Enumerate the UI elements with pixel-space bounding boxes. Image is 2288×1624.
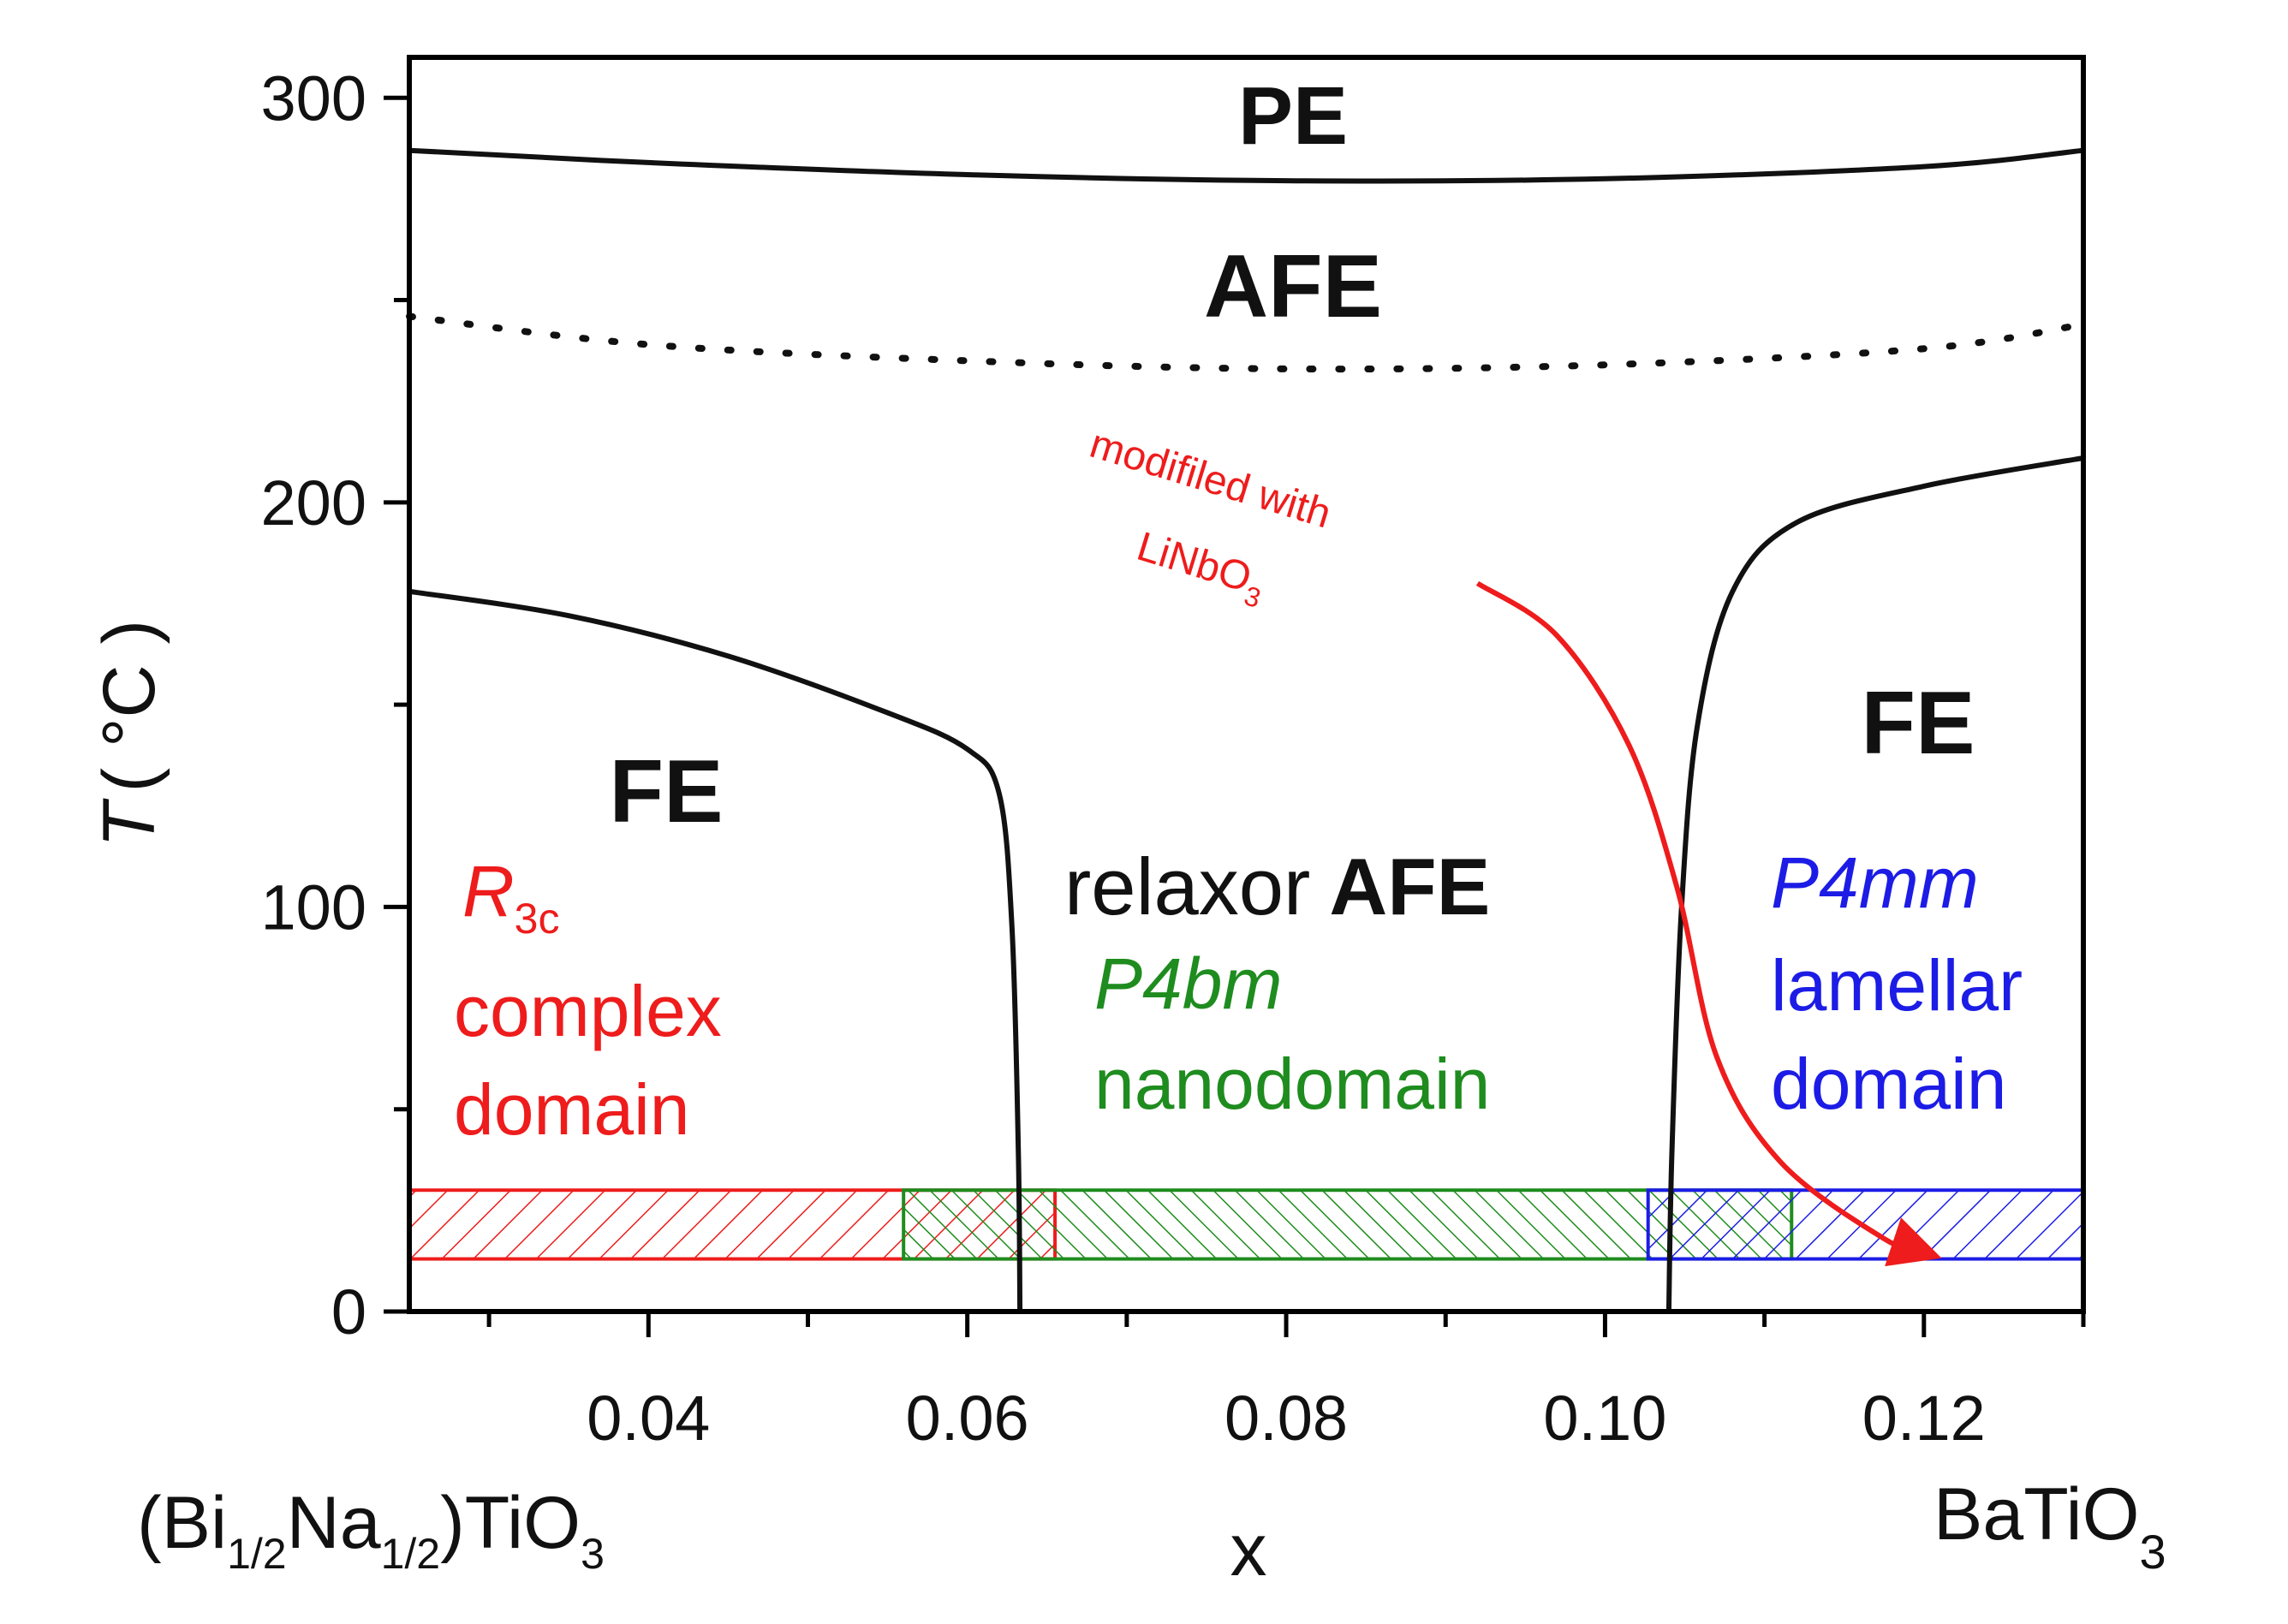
boundary-pe-afe [408,147,2084,184]
r3c-desc-line2: domain [454,1069,690,1150]
boundary-fe-relaxor-left [408,588,1023,1312]
p4mm-desc-line1: lamellar [1771,945,2023,1026]
y-tick-label: 200 [261,467,366,538]
x-axis-label: x [1230,1509,1267,1591]
plot-frame [407,55,2086,1314]
linbo3-arrow [1475,580,1942,1267]
x-tick-label: 0.04 [587,1383,710,1454]
region-fe-left-label: FE [610,742,724,842]
boundary-afe-dotted [406,312,2087,373]
x-tick-label: 0.06 [906,1383,1029,1454]
x-end-label-right: BaTiO3 [1933,1473,2166,1579]
y-tick-label: 100 [261,871,366,943]
r3c-symbol: R3c [462,851,559,943]
p4mm-symbol: P4mm [1771,842,1979,923]
y-tick-label: 300 [261,62,366,134]
y-axis-label: T( °C ) [88,620,170,848]
arrow-label-line1: modifiled with [1085,421,1337,538]
hatch-band-p4bm [902,1188,1794,1261]
p4mm-desc-line2: domain [1771,1044,2007,1124]
arrow-label-line2: LiNbO3 [1129,524,1272,614]
region-afe-label: AFE [1204,237,1382,336]
boundary-relaxor-fe-right [1665,455,2084,1312]
x-tick-label: 0.10 [1543,1383,1666,1454]
x-end-label-left: (Bi1/2Na1/2)TiO3 [137,1482,605,1578]
y-tick-label: 0 [331,1276,366,1347]
region-pe-label: PE [1238,70,1348,162]
p4bm-symbol: P4bm [1094,943,1282,1024]
x-tick-label: 0.08 [1224,1383,1348,1454]
p4bm-desc: nanodomain [1094,1044,1490,1124]
r3c-desc-line1: complex [454,971,722,1051]
region-fe-right-label: FE [1862,674,1975,773]
x-tick-label: 0.12 [1862,1383,1986,1454]
region-relaxor-label: relaxor AFE [1064,842,1490,931]
